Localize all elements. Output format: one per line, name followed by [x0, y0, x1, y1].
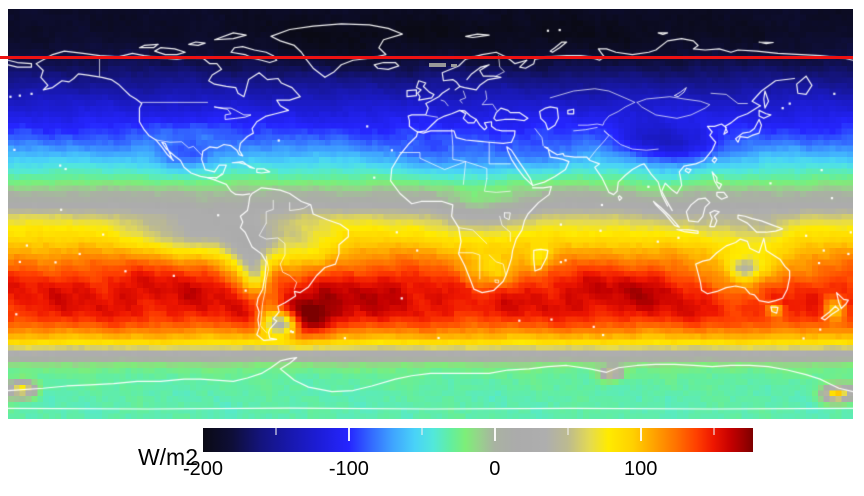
colorbar-gradient [203, 428, 753, 452]
world-map [8, 9, 853, 419]
gray-dash-1 [429, 63, 446, 67]
colorbar-minor-tick [566, 428, 569, 435]
coastline-overlay-canvas [8, 9, 853, 419]
colorbar-tick-label: -100 [328, 458, 369, 480]
colorbar-unit-label: W/m2 [137, 444, 198, 470]
colorbar-tick [639, 428, 642, 441]
colorbar-minor-tick [420, 428, 423, 435]
colorbar-minor-tick [712, 428, 715, 435]
gray-dash-2 [451, 64, 457, 67]
colorbar-tick-label: 100 [623, 458, 658, 480]
arctic-circle-line [0, 56, 853, 59]
colorbar-tick [493, 428, 496, 441]
colorbar-minor-tick [274, 428, 277, 435]
colorbar-tick [347, 428, 350, 441]
colorbar-tick-label: 0 [489, 458, 501, 480]
colorbar-tick-label: -200 [182, 458, 224, 480]
